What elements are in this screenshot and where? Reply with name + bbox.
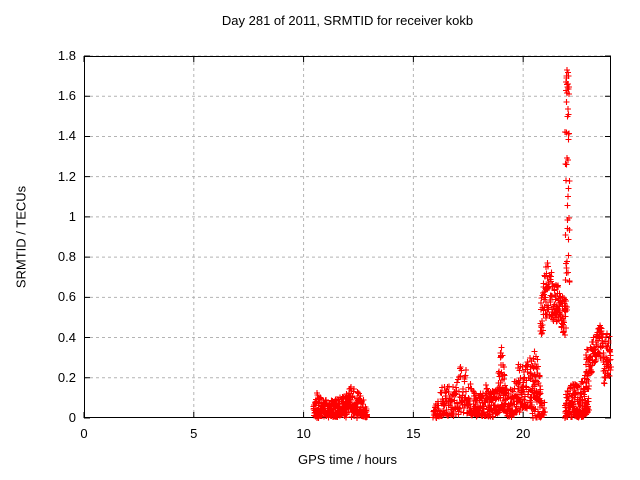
y-tick-label: 0 bbox=[68, 410, 76, 425]
x-tick-label: 5 bbox=[190, 426, 198, 441]
y-tick-label: 1.6 bbox=[57, 88, 76, 104]
y-tick-label: 0.4 bbox=[57, 329, 76, 345]
x-axis-title: GPS time / hours bbox=[298, 452, 397, 467]
chart-title: Day 281 of 2011, SRMTID for receiver kok… bbox=[221, 13, 474, 28]
grid-lines bbox=[84, 55, 611, 418]
x-tick-label: 10 bbox=[296, 426, 311, 441]
y-tick-label: 1.4 bbox=[57, 128, 76, 144]
y-tick-label: 0.2 bbox=[57, 369, 76, 385]
y-tick-label: 1.8 bbox=[57, 48, 76, 63]
x-tick-label: 0 bbox=[80, 426, 88, 441]
y-tick-label: 1 bbox=[68, 208, 76, 224]
y-tick-label: 0.6 bbox=[57, 289, 76, 305]
y-axis-title: SRMTID / TECUs bbox=[13, 185, 29, 289]
scatter-markers bbox=[310, 67, 614, 421]
x-tick-label: 15 bbox=[406, 426, 421, 441]
x-tick-label: 20 bbox=[515, 426, 531, 441]
y-tick-label: 0.8 bbox=[57, 249, 76, 265]
y-tick-label: 1.2 bbox=[57, 168, 76, 184]
